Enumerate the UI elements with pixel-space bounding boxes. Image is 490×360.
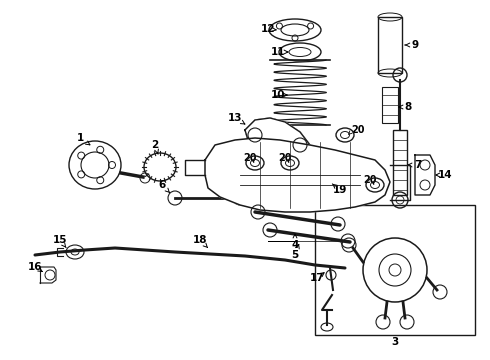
- Bar: [315, 205, 475, 335]
- Polygon shape: [415, 155, 435, 195]
- Text: 14: 14: [438, 170, 452, 180]
- Text: 13: 13: [228, 113, 242, 123]
- Text: 18: 18: [193, 235, 207, 245]
- Bar: [378, 17, 402, 73]
- Text: 10: 10: [271, 90, 285, 100]
- Text: 11: 11: [271, 47, 285, 57]
- Text: 7: 7: [415, 160, 422, 170]
- Text: 4: 4: [292, 240, 299, 250]
- Text: 12: 12: [261, 24, 275, 34]
- Text: 8: 8: [404, 102, 412, 112]
- Text: 16: 16: [28, 262, 42, 272]
- Text: 2: 2: [151, 140, 159, 150]
- Text: 1: 1: [76, 133, 84, 143]
- Polygon shape: [205, 138, 390, 212]
- Text: 9: 9: [412, 40, 418, 50]
- Bar: [393, 130, 407, 195]
- Text: 20: 20: [363, 175, 377, 185]
- Text: 15: 15: [53, 235, 67, 245]
- Text: 6: 6: [158, 180, 166, 190]
- Bar: [382, 87, 398, 123]
- Text: 17: 17: [310, 273, 324, 283]
- Text: 5: 5: [292, 250, 298, 260]
- Polygon shape: [245, 118, 310, 160]
- Text: 3: 3: [392, 337, 399, 347]
- Text: 20: 20: [351, 125, 365, 135]
- Text: 20: 20: [278, 153, 292, 163]
- Text: 19: 19: [333, 185, 347, 195]
- Text: 20: 20: [243, 153, 257, 163]
